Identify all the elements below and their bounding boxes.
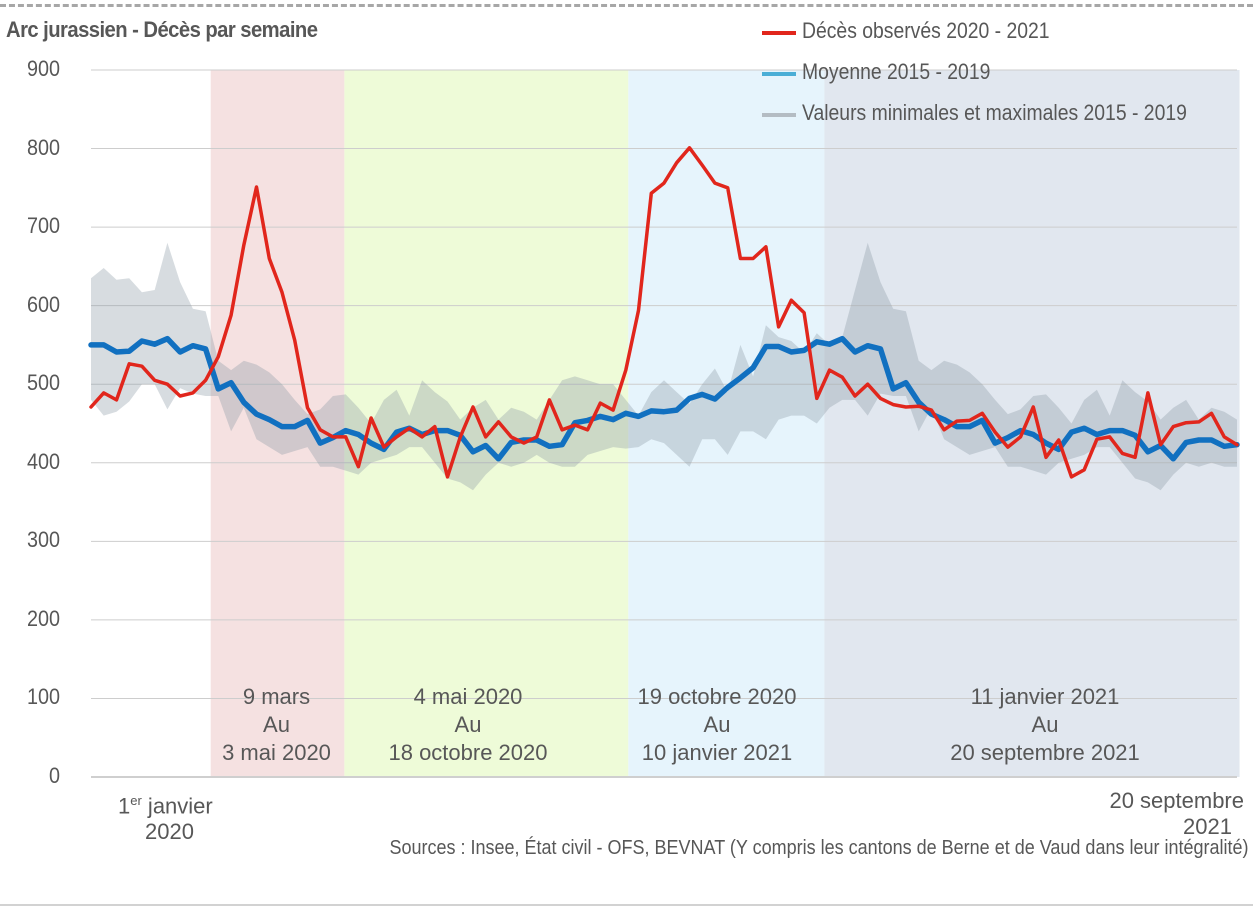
period-label-2: 4 mai 2020 Au 18 octobre 2020 bbox=[343, 683, 593, 767]
y-tick-label-800: 800 bbox=[26, 134, 60, 160]
period-1-until: 3 mai 2020 bbox=[222, 740, 331, 765]
period-label-3: 19 octobre 2020 Au 10 janvier 2021 bbox=[627, 683, 807, 767]
legend-label-minmax: Valeurs minimales et maximales 2015 - 20… bbox=[802, 100, 1187, 125]
x-start-label: 1er janvier 2020 bbox=[118, 788, 213, 845]
legend-item-observed: Décès observés 2020 - 2021 bbox=[762, 18, 1252, 46]
y-tick-label-700: 700 bbox=[26, 213, 60, 239]
period-4-from: 11 janvier 2021 bbox=[970, 684, 1120, 709]
y-tick-label-300: 300 bbox=[26, 527, 60, 553]
period-band-4 bbox=[824, 70, 1240, 777]
y-tick-label-200: 200 bbox=[26, 605, 60, 631]
period-2-to-word: Au bbox=[454, 712, 482, 737]
period-2-until: 18 octobre 2020 bbox=[388, 740, 548, 765]
x-start-label-sup: er bbox=[130, 793, 142, 808]
y-tick-label-500: 500 bbox=[26, 370, 60, 396]
lines-layer bbox=[88, 146, 1240, 479]
legend-label-observed: Décès observés 2020 - 2021 bbox=[802, 18, 1050, 43]
legend-label-mean: Moyenne 2015 - 2019 bbox=[802, 59, 991, 84]
x-start-label-month: janvier bbox=[141, 793, 213, 819]
bottom-border bbox=[0, 904, 1253, 906]
x-end-label: 20 septembre 2021 bbox=[1104, 788, 1244, 840]
sources-note: Sources : Insee, État civil - OFS, BEVNA… bbox=[389, 837, 1249, 859]
period-3-until: 10 janvier 2021 bbox=[641, 740, 793, 765]
x-start-label-year: 2020 bbox=[145, 819, 194, 845]
y-tick-label-100: 100 bbox=[26, 684, 60, 710]
legend-item-mean: Moyenne 2015 - 2019 bbox=[762, 59, 1252, 87]
gridlines-layer bbox=[91, 69, 1237, 778]
x-end-label-year: 2021 bbox=[1183, 814, 1232, 839]
y-tick-label-400: 400 bbox=[26, 448, 60, 474]
period-label-1: 9 mars Au 3 mai 2020 bbox=[210, 683, 343, 767]
period-label-4: 11 janvier 2021 Au 20 septembre 2021 bbox=[900, 683, 1190, 767]
y-tick-label-0: 0 bbox=[48, 763, 60, 788]
period-1-from: 9 mars bbox=[242, 684, 311, 709]
legend-swatch-mean bbox=[762, 72, 796, 76]
period-4-to-word: Au bbox=[1031, 712, 1059, 737]
legend-swatch-minmax bbox=[762, 113, 796, 117]
chart-title: Arc jurassien - Décès par semaine bbox=[6, 17, 318, 42]
period-shading-layer bbox=[210, 70, 1240, 777]
y-tick-label-600: 600 bbox=[26, 291, 60, 317]
top-dashed-border bbox=[0, 4, 1253, 7]
period-1-to-word: Au bbox=[263, 712, 290, 737]
x-start-label-day: 1 bbox=[118, 793, 131, 819]
period-2-from: 4 mai 2020 bbox=[413, 684, 523, 709]
x-end-label-date: 20 septembre bbox=[1109, 788, 1244, 813]
y-tick-label-900: 900 bbox=[26, 56, 60, 81]
period-3-from: 19 octobre 2020 bbox=[637, 684, 797, 709]
legend-swatch-observed bbox=[762, 31, 796, 35]
period-3-to-word: Au bbox=[703, 712, 731, 737]
legend-item-minmax: Valeurs minimales et maximales 2015 - 20… bbox=[762, 100, 1252, 128]
period-4-until: 20 septembre 2021 bbox=[950, 740, 1140, 765]
